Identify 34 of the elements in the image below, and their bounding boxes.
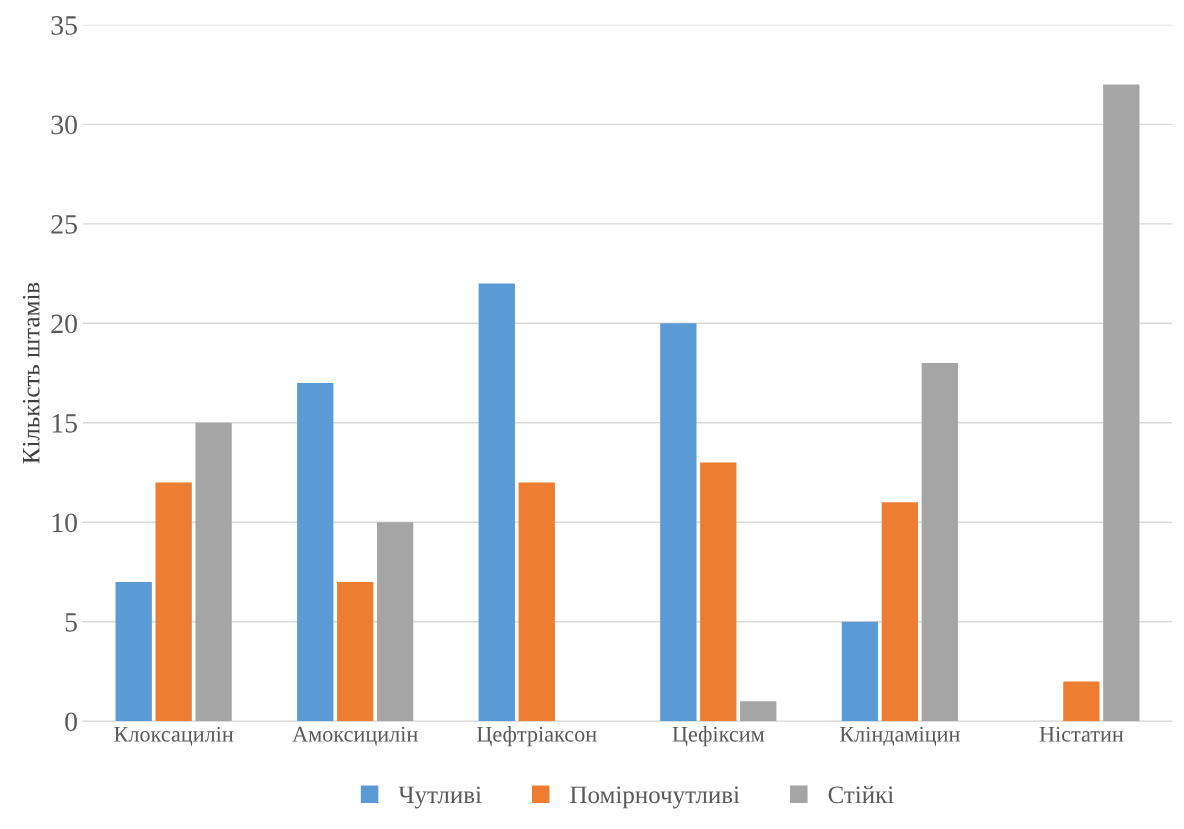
x-tick-label: Кліндаміцин xyxy=(839,726,960,746)
y-tick-label: 15 xyxy=(52,414,77,433)
bar xyxy=(1103,84,1140,722)
y-tick-label: 10 xyxy=(52,513,77,533)
y-axis-title: Кількість штамів xyxy=(22,282,40,464)
bar xyxy=(660,323,697,722)
bar xyxy=(1063,681,1100,722)
bar xyxy=(155,482,192,722)
y-tick-label: 30 xyxy=(51,115,77,135)
bar xyxy=(376,522,414,722)
legend-label: Помірночутливі xyxy=(570,786,740,809)
bar xyxy=(518,482,555,722)
bar xyxy=(700,462,737,722)
x-tick-label: Клоксацилін xyxy=(114,726,234,746)
x-tick-label: Ністатин xyxy=(1039,726,1124,742)
bar xyxy=(115,581,152,722)
bar xyxy=(337,581,374,722)
y-tick-label: 20 xyxy=(51,314,77,334)
bar xyxy=(740,701,777,722)
bar xyxy=(297,383,334,722)
bar xyxy=(195,422,232,722)
bar xyxy=(921,363,958,722)
x-tick-label: Цефіксим xyxy=(672,726,765,747)
bar xyxy=(478,283,515,722)
legend-label: Стійкі xyxy=(828,785,894,804)
x-tick-label: Цефтріаксон xyxy=(476,726,597,747)
y-tick-label: 25 xyxy=(51,215,77,234)
bar xyxy=(881,502,918,722)
y-tick-label: 5 xyxy=(65,613,77,632)
legend-label: Чутливі xyxy=(398,786,482,809)
y-tick-label: 0 xyxy=(65,712,77,732)
bar xyxy=(841,621,879,722)
x-tick-label: Амоксицилін xyxy=(292,726,418,746)
y-tick-label: 35 xyxy=(51,16,77,35)
